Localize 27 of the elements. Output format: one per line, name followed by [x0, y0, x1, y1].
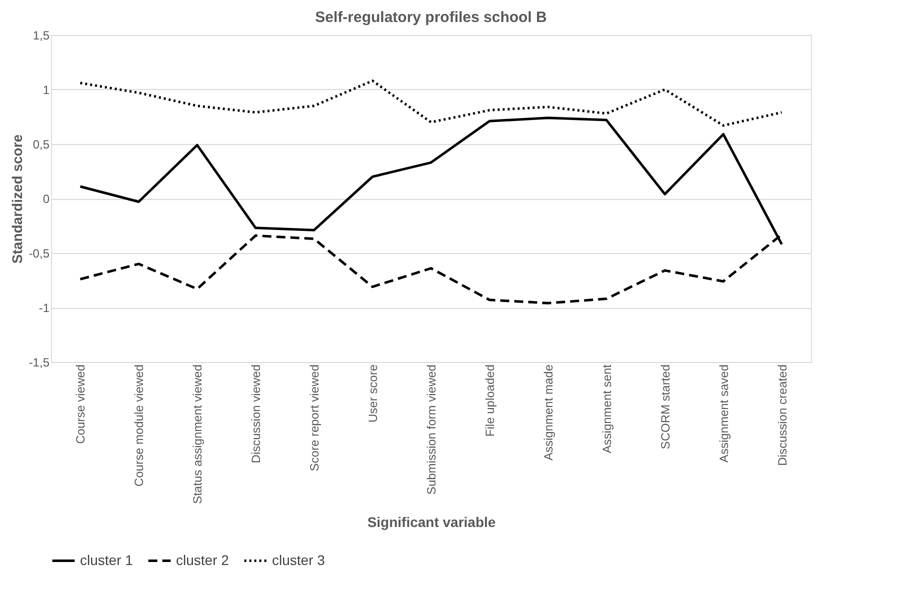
- x-tick-label: Course module viewed: [132, 364, 146, 487]
- x-tick-label: File uploaded: [482, 364, 497, 437]
- x-tick-label: Assignment saved: [716, 364, 731, 463]
- y-axis-title: Standardized score: [8, 134, 25, 264]
- y-tick-label: 0,5: [32, 138, 50, 152]
- y-tick-label: -0,5: [28, 246, 50, 260]
- x-tick-label: Submission form viewed: [424, 364, 438, 495]
- legend-label: cluster 2: [176, 552, 230, 568]
- x-tick-label: Status assignment viewed: [190, 364, 205, 504]
- y-tick-label: -1,5: [28, 356, 50, 370]
- x-tick-label: SCORM started: [658, 364, 672, 450]
- x-tick-label: Assignment sent: [600, 364, 614, 454]
- y-tick-label: 1: [42, 83, 50, 97]
- chart-title: Self-regulatory profiles school B: [315, 9, 548, 26]
- x-tick-label: Assignment made: [541, 364, 556, 461]
- legend-label: cluster 3: [272, 552, 326, 568]
- line-series: [78, 80, 784, 127]
- x-tick-label: Course viewed: [74, 364, 88, 444]
- x-tick-label: User score: [366, 364, 380, 423]
- y-tick-label: 0: [42, 192, 50, 206]
- x-tick-label: Discussion viewed: [249, 364, 264, 464]
- y-tick-label: 1,5: [32, 28, 50, 42]
- legend-label: cluster 1: [80, 552, 134, 568]
- x-axis-title: Significant variable: [367, 514, 496, 530]
- x-tick-label: Score report viewed: [308, 364, 322, 472]
- y-tick-label: -1: [38, 301, 50, 315]
- x-tick-label: Discussion created: [775, 364, 790, 466]
